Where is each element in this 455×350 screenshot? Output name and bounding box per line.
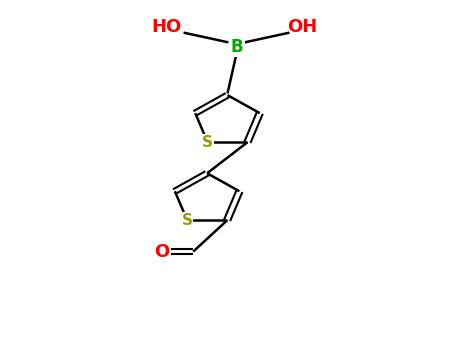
Text: S: S xyxy=(182,213,193,228)
Text: HO: HO xyxy=(152,19,182,36)
Text: S: S xyxy=(202,135,213,150)
Text: B: B xyxy=(230,37,243,56)
Text: OH: OH xyxy=(287,19,317,36)
Text: O: O xyxy=(154,243,169,261)
